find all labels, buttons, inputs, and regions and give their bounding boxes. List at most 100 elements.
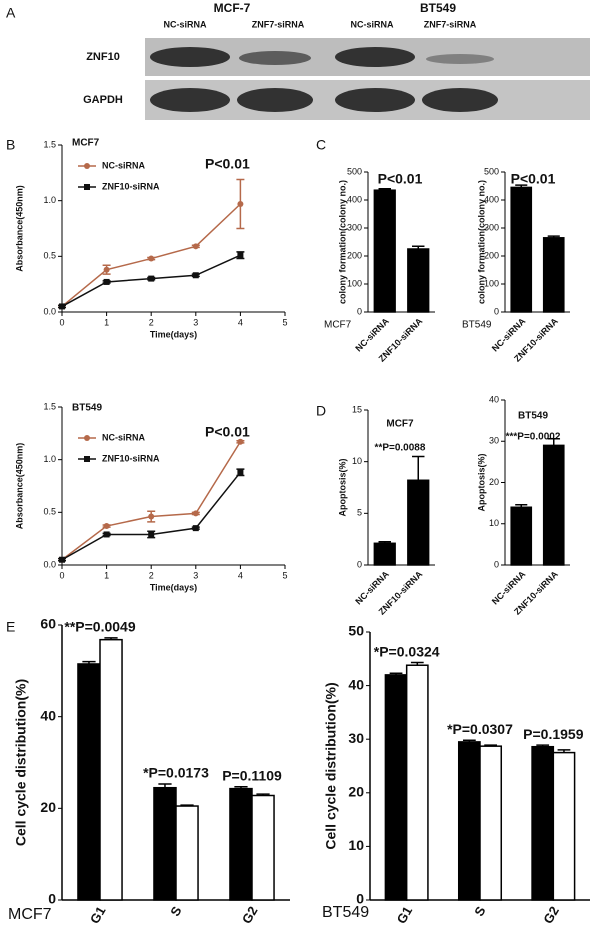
bar <box>373 542 396 566</box>
cell-line-label: BT549 <box>322 904 369 921</box>
x-tick-label: G2 <box>239 904 261 927</box>
cell-line-label: BT549 <box>462 320 492 331</box>
y-tick-label: 0 <box>357 306 362 316</box>
legend-marker <box>84 163 90 169</box>
legend-label: ZNF10-siRNA <box>102 453 160 463</box>
bar <box>99 638 123 901</box>
x-tick-label: 2 <box>149 317 154 327</box>
y-tick-label: 0 <box>357 559 362 569</box>
y-axis-label: colony formation(colony no.) <box>337 180 347 304</box>
y-tick-label: 0.5 <box>43 507 56 517</box>
annotation: ***P=0.0002 <box>506 432 561 443</box>
y-tick-label: 10 <box>352 456 362 466</box>
bar <box>405 664 429 901</box>
legend-marker <box>84 184 90 190</box>
marker <box>237 201 244 208</box>
y-tick-label: 100 <box>347 278 362 288</box>
y-axis-label: Absorbance(450nm) <box>14 185 24 272</box>
x-tick-label: 1 <box>104 317 109 327</box>
legend-label: NC-siRNA <box>102 432 146 442</box>
y-tick-label: 15 <box>352 404 362 414</box>
bar <box>407 248 430 313</box>
y-tick-label: 200 <box>484 250 499 260</box>
marker <box>237 252 244 259</box>
marker <box>148 531 155 538</box>
bar <box>384 674 408 901</box>
band <box>335 88 415 112</box>
chart-title: MCF7 <box>72 138 100 149</box>
y-tick-label: 50 <box>348 623 364 639</box>
x-tick-label: S <box>167 903 184 918</box>
annotation: P<0.01 <box>205 424 250 440</box>
annotation: P<0.01 <box>378 171 423 187</box>
panel-label: C <box>316 137 326 153</box>
x-tick-label: G1 <box>394 904 416 927</box>
y-tick-label: 30 <box>489 436 499 446</box>
x-tick-label: 4 <box>238 317 243 327</box>
annotation: P=0.1959 <box>523 726 584 742</box>
y-tick-label: 40 <box>489 394 499 404</box>
y-axis-label: Apoptosis(%) <box>476 454 486 512</box>
bar <box>407 479 430 566</box>
blot-row: ZNF10 <box>86 51 120 63</box>
y-axis-label: Cell cycle distribution(%) <box>323 682 339 849</box>
marker <box>192 272 199 279</box>
y-tick-label: 0 <box>494 559 499 569</box>
annotation: **P=0.0088 <box>375 443 426 454</box>
y-tick-label: 400 <box>484 194 499 204</box>
x-tick-label: G1 <box>87 904 109 927</box>
bar <box>510 186 533 313</box>
marker <box>237 469 244 476</box>
legend-label: NC-siRNA <box>102 160 146 170</box>
y-tick-label: 1.0 <box>43 195 56 205</box>
x-tick-label: 3 <box>193 317 198 327</box>
western-blot <box>145 38 590 120</box>
marker <box>103 531 110 538</box>
legend-marker <box>84 456 90 462</box>
x-axis-label: Time(days) <box>150 329 197 339</box>
y-tick-label: 300 <box>347 222 362 232</box>
y-tick-label: 40 <box>348 676 364 692</box>
x-tick-label: 2 <box>149 570 154 580</box>
y-tick-label: 60 <box>40 616 56 632</box>
marker <box>103 278 110 285</box>
y-tick-label: 0 <box>494 306 499 316</box>
marker <box>148 513 155 520</box>
bar <box>552 751 576 901</box>
y-tick-label: 1.5 <box>43 401 56 411</box>
y-tick-label: 0.0 <box>43 559 56 569</box>
y-tick-label: 0.5 <box>43 251 56 261</box>
band <box>426 54 494 64</box>
y-tick-label: 500 <box>484 166 499 176</box>
y-tick-label: 500 <box>347 166 362 176</box>
band <box>150 88 230 112</box>
y-tick-label: 0 <box>48 891 56 907</box>
marker <box>192 510 199 517</box>
y-axis-label: Cell cycle distribution(%) <box>13 679 29 846</box>
panel-label: B <box>6 137 15 153</box>
annotation: P<0.01 <box>205 156 250 172</box>
y-tick-label: 0.0 <box>43 306 56 316</box>
x-tick-label: 0 <box>59 570 64 580</box>
bar <box>542 444 565 566</box>
legend-marker <box>84 435 90 441</box>
bar <box>542 237 565 313</box>
band <box>239 51 311 65</box>
y-tick-label: 30 <box>348 730 364 746</box>
y-tick-label: 1.0 <box>43 454 56 464</box>
y-tick-label: 300 <box>484 222 499 232</box>
y-axis-label: Apoptosis(%) <box>337 459 347 517</box>
marker <box>59 303 65 310</box>
marker <box>59 556 65 563</box>
annotation: P<0.01 <box>511 171 556 187</box>
annotation: *P=0.0307 <box>447 721 513 737</box>
band <box>150 47 230 67</box>
bar <box>510 506 533 566</box>
x-tick-label: 3 <box>193 570 198 580</box>
blot-group: BT549 <box>420 1 456 15</box>
blot-lane: ZNF7-siRNA <box>252 19 305 29</box>
y-tick-label: 10 <box>489 518 499 528</box>
bar <box>479 745 503 901</box>
x-tick-label: 5 <box>282 570 287 580</box>
y-tick-label: 1.5 <box>43 139 56 149</box>
